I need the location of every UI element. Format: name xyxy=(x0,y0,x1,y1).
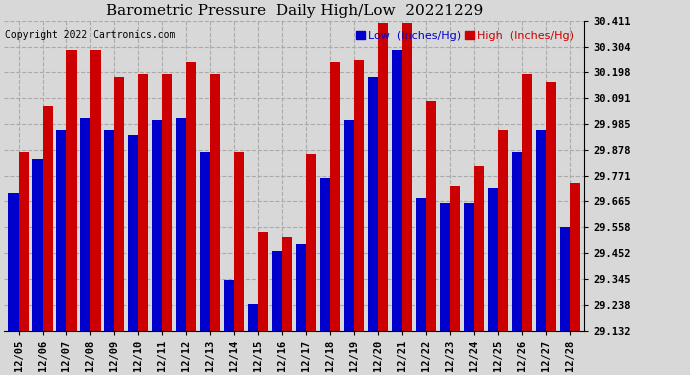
Bar xyxy=(296,244,306,330)
Text: Copyright 2022 Cartronics.com: Copyright 2022 Cartronics.com xyxy=(6,30,176,40)
Bar xyxy=(104,130,115,330)
Bar xyxy=(474,166,484,330)
Bar xyxy=(488,188,497,330)
Bar xyxy=(43,106,52,330)
Bar xyxy=(426,101,436,330)
Bar xyxy=(19,152,28,330)
Bar xyxy=(416,198,426,330)
Bar xyxy=(344,120,354,330)
Bar xyxy=(234,152,244,330)
Bar xyxy=(440,202,450,330)
Bar xyxy=(200,152,210,330)
Bar xyxy=(32,159,43,330)
Bar xyxy=(258,232,268,330)
Bar xyxy=(546,81,556,330)
Bar xyxy=(392,50,402,330)
Bar xyxy=(512,152,522,330)
Bar xyxy=(282,237,293,330)
Bar xyxy=(522,74,532,330)
Bar xyxy=(368,76,378,330)
Bar xyxy=(535,130,546,330)
Bar xyxy=(354,60,364,330)
Bar xyxy=(248,304,258,330)
Title: Barometric Pressure  Daily High/Low  20221229: Barometric Pressure Daily High/Low 20221… xyxy=(106,4,483,18)
Bar xyxy=(560,227,570,330)
Bar xyxy=(176,118,186,330)
Bar xyxy=(306,154,316,330)
Bar xyxy=(152,120,162,330)
Bar xyxy=(224,280,234,330)
Bar xyxy=(66,50,77,330)
Bar xyxy=(497,130,508,330)
Bar xyxy=(115,76,124,330)
Bar xyxy=(330,62,340,330)
Bar xyxy=(90,50,101,330)
Bar xyxy=(162,74,172,330)
Bar xyxy=(186,62,197,330)
Bar xyxy=(570,183,580,330)
Bar xyxy=(402,23,412,330)
Bar xyxy=(128,135,139,330)
Bar xyxy=(378,23,388,330)
Bar xyxy=(450,186,460,330)
Bar xyxy=(139,74,148,330)
Bar xyxy=(272,251,282,330)
Bar xyxy=(320,178,330,330)
Legend: Low  (Inches/Hg), High  (Inches/Hg): Low (Inches/Hg), High (Inches/Hg) xyxy=(352,26,578,45)
Bar xyxy=(80,118,90,330)
Bar xyxy=(8,193,19,330)
Bar xyxy=(210,74,220,330)
Bar xyxy=(57,130,66,330)
Bar xyxy=(464,202,474,330)
